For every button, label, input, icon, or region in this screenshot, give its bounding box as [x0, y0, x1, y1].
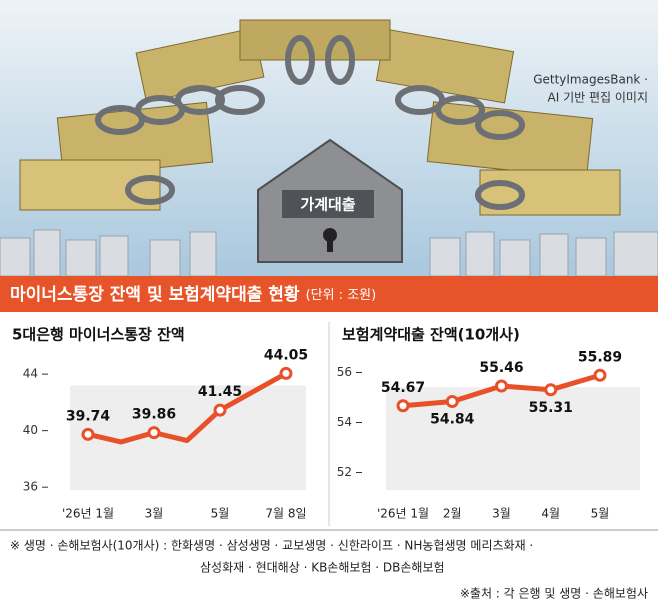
banner-title-text: 마이너스통장 잔액 및 보험계약대출 현황 [10, 284, 300, 305]
footnote: 삼성화재 · 현대해상 · KB손해보험 · DB손해보험 [200, 561, 445, 575]
x-tick-label: 3월 [492, 507, 511, 521]
data-point [396, 399, 410, 413]
illustration: 가계대출 GettyImagesBank · AI 기반 편집 이미지 [0, 0, 658, 277]
chart-title: 5대은행 마이너스통장 잔액 [12, 326, 185, 344]
x-tick-label: 5월 [591, 507, 610, 521]
y-tick-label: 36 [23, 480, 38, 494]
data-point [593, 368, 607, 382]
footnote: ※ 생명 · 손해보험사(10개사) : 한화생명 · 삼성생명 · 교보생명 … [10, 539, 533, 553]
data-label: 54.84 [430, 412, 475, 428]
data-label: 55.31 [529, 400, 573, 416]
data-point [147, 426, 161, 440]
data-line [87, 371, 288, 445]
credit: GettyImagesBank · [533, 73, 648, 87]
x-tick-label: '26년 1월 [62, 507, 114, 521]
data-label: 55.89 [578, 349, 622, 365]
data-point [544, 383, 558, 397]
y-tick-label: 44 [23, 367, 38, 381]
data-label: 54.67 [381, 380, 425, 396]
banner-title: 마이너스통장 잔액 및 보험계약대출 현황 (단위 : 조원) [10, 284, 376, 305]
x-tick-label: 3월 [145, 507, 164, 521]
data-point [81, 427, 95, 441]
banner [0, 276, 658, 312]
data-label: 44.05 [264, 347, 308, 363]
banner-unit: (단위 : 조원) [306, 288, 377, 303]
data-label: 41.45 [198, 384, 242, 400]
x-tick-label: 5월 [211, 507, 230, 521]
data-label: 39.74 [66, 408, 111, 424]
x-tick-label: 7월 8일 [265, 507, 306, 521]
y-tick-label: 40 [23, 423, 38, 437]
y-tick-label: 56 [337, 365, 352, 379]
data-point [279, 366, 293, 380]
chart-title: 보험계약대출 잔액(10개사) [342, 326, 520, 344]
x-tick-label: '26년 1월 [377, 507, 429, 521]
data-point [495, 379, 508, 393]
data-label: 39.86 [132, 407, 176, 423]
credit: AI 기반 편집 이미지 [548, 91, 648, 105]
x-tick-label: 4월 [541, 507, 560, 521]
source: ※출처 : 각 은행 및 생명 · 손해보험사 [460, 586, 648, 601]
data-point [213, 403, 227, 417]
house-label: 가계대출 [300, 196, 355, 214]
y-tick-label: 54 [337, 415, 352, 429]
x-tick-label: 2월 [443, 507, 462, 521]
data-label: 55.46 [479, 360, 523, 376]
data-point [445, 395, 459, 408]
y-tick-label: 52 [337, 465, 352, 479]
